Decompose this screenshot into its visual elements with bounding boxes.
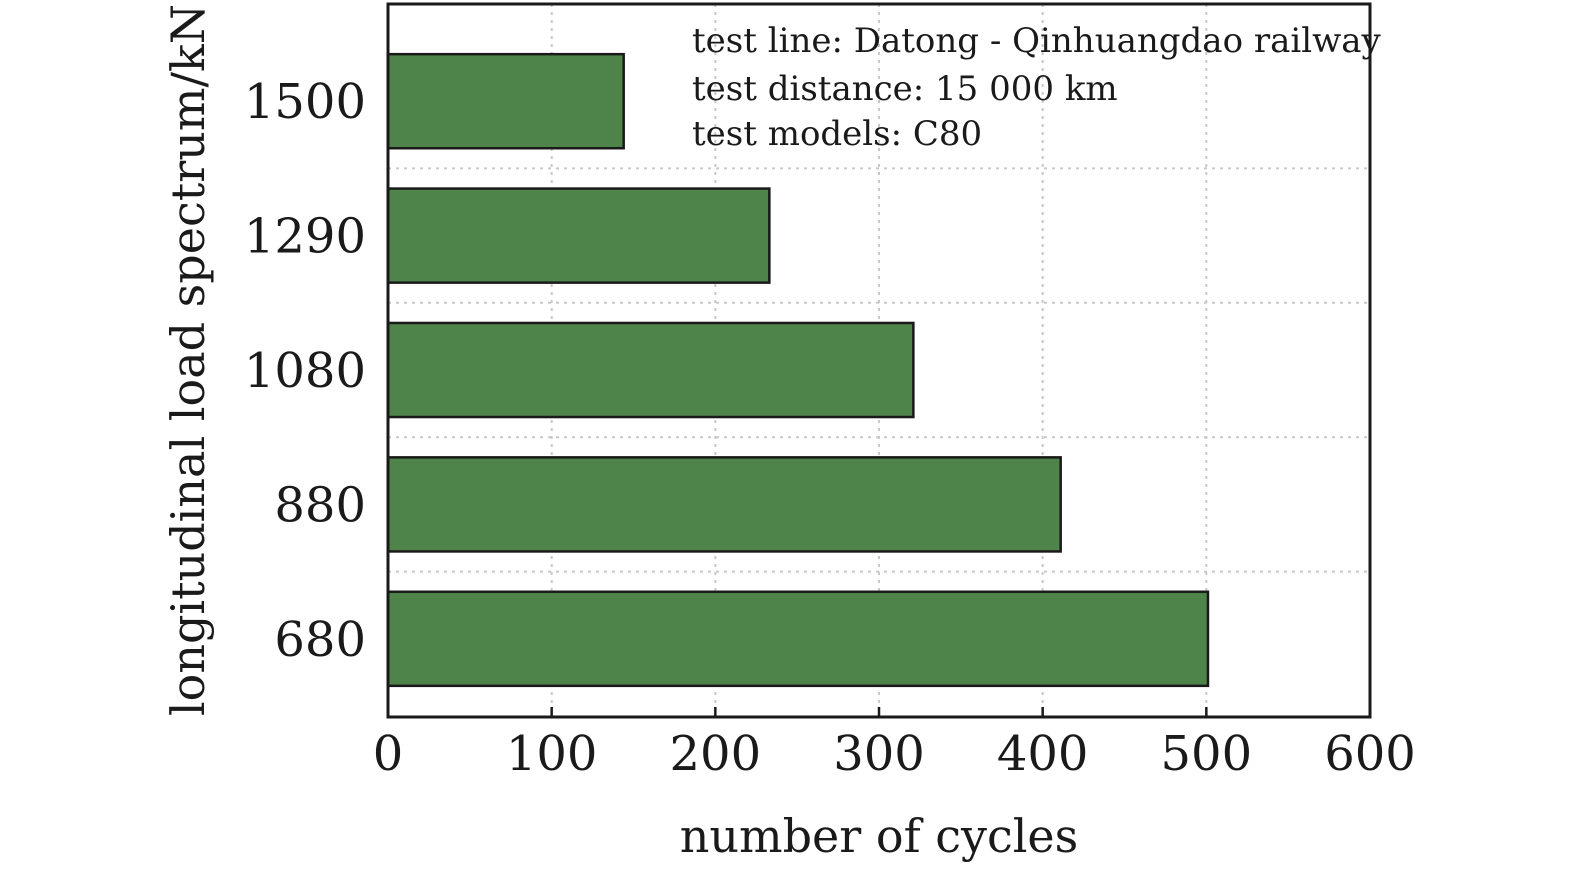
y-tick-label: 680 — [274, 612, 366, 668]
annotation-box: test line: Datong - Qinhuangdao railway … — [692, 21, 1381, 154]
annotation-test-distance: test distance: 15 000 km — [692, 69, 1118, 109]
annotation-test-line: test line: Datong - Qinhuangdao railway — [692, 21, 1381, 61]
bar-1080 — [386, 321, 915, 419]
x-tick-label: 0 — [373, 726, 404, 782]
bar-1500 — [386, 52, 625, 150]
y-axis-label: longitudinal load spectrum/kN — [161, 4, 215, 716]
x-tick-label: 300 — [833, 726, 925, 782]
x-tick-label: 600 — [1324, 726, 1416, 782]
y-tick-label: 1080 — [244, 343, 366, 399]
annotation-test-models: test models: C80 — [692, 114, 982, 154]
y-axis-ticks: 1500 1290 1080 880 680 — [244, 74, 366, 668]
x-tick-label: 400 — [997, 726, 1089, 782]
y-tick-label: 880 — [274, 477, 366, 533]
bar-1290 — [386, 187, 771, 284]
y-tick-label: 1500 — [244, 74, 366, 130]
x-axis-ticks: 0 100 200 300 400 500 600 — [373, 707, 1416, 782]
x-tick-label: 200 — [670, 726, 762, 782]
bar-880 — [386, 456, 1062, 553]
y-tick-label: 1290 — [244, 209, 366, 265]
x-tick-label: 100 — [506, 726, 598, 782]
x-tick-label: 500 — [1161, 726, 1253, 782]
bar-680 — [386, 590, 1210, 688]
bars — [386, 52, 1210, 688]
x-axis-label: number of cycles — [680, 809, 1079, 863]
